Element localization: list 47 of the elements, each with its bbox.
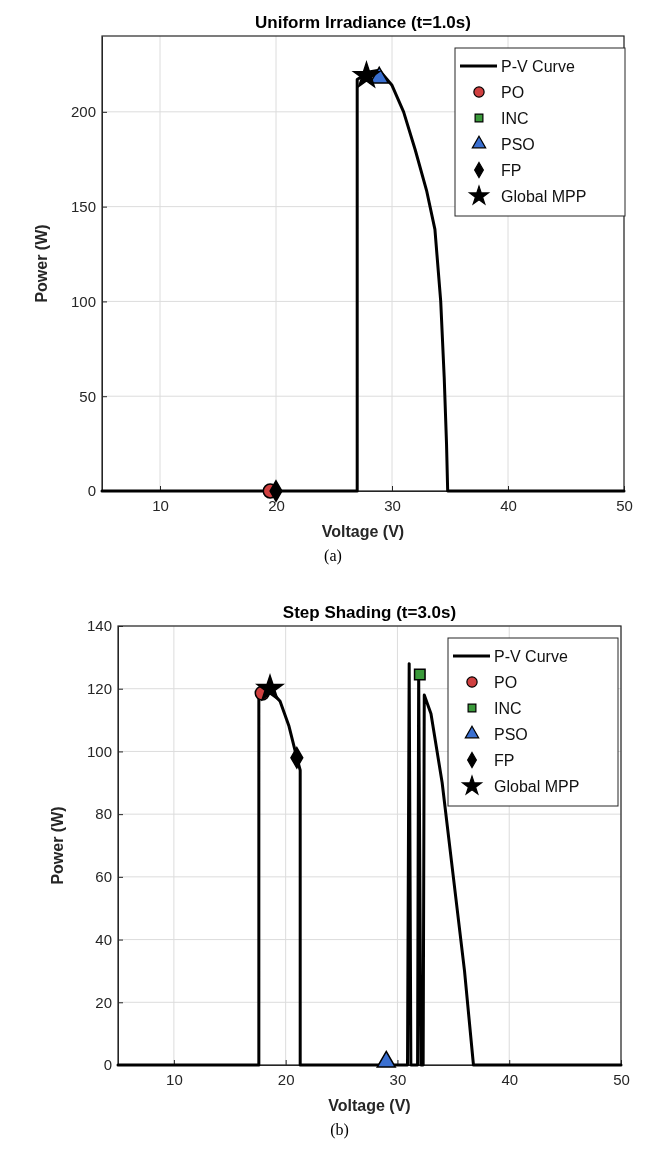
point	[376, 1050, 397, 1068]
legend-label: PO	[501, 84, 525, 101]
legend-label: PSO	[494, 726, 528, 743]
legend-label: Global MPP	[501, 188, 587, 205]
y-tick-label: 200	[70, 103, 96, 121]
point	[256, 674, 284, 701]
x-tick-label: 20	[268, 496, 285, 514]
y-tick-label: 100	[86, 742, 112, 760]
legend-label: PSO	[501, 136, 535, 153]
y-tick-label: 0	[87, 482, 96, 500]
y-tick-label: 40	[95, 930, 112, 948]
legend-label: INC	[501, 110, 529, 127]
legend-label: P-V Curve	[494, 648, 568, 665]
y-tick-label: 150	[70, 197, 96, 215]
x-tick-label: 50	[613, 1070, 630, 1088]
point	[413, 668, 426, 681]
x-tick-label: 40	[501, 1070, 519, 1088]
x-axis-title: Voltage (V)	[328, 1097, 411, 1114]
legend-label: PO	[494, 674, 518, 691]
chart-title: Uniform Irradiance (t=1.0s)	[255, 13, 471, 32]
chart-title: Step Shading (t=3.0s)	[282, 603, 457, 622]
legend-label: FP	[501, 162, 522, 179]
y-tick-label: 80	[95, 805, 112, 823]
text: (a)	[324, 547, 342, 565]
x-tick-label: 50	[616, 496, 633, 514]
y-tick-label: 100	[70, 292, 96, 310]
point	[353, 61, 380, 88]
y-axis-title: Power (W)	[49, 806, 66, 885]
y-tick-label: 60	[95, 868, 112, 886]
y-tick-label: 140	[86, 617, 112, 635]
legend-label: FP	[494, 752, 515, 769]
y-tick-label: 50	[79, 387, 96, 405]
legend-label: Global MPP	[494, 778, 580, 795]
y-tick-label: 120	[86, 680, 112, 698]
x-tick-label: 10	[152, 496, 169, 514]
x-tick-label: 20	[277, 1070, 295, 1088]
y-tick-label: 20	[95, 993, 112, 1011]
legend-label: P-V Curve	[501, 58, 575, 75]
y-tick-label: 0	[103, 1056, 112, 1074]
x-tick-label: 30	[384, 496, 401, 514]
text: (b)	[330, 1121, 349, 1139]
y-axis-title: Power (W)	[33, 224, 50, 303]
x-axis-title: Voltage (V)	[321, 523, 405, 540]
x-tick-label: 40	[500, 496, 517, 514]
legend-label: INC	[494, 700, 522, 717]
x-tick-label: 30	[389, 1070, 407, 1088]
x-tick-label: 10	[166, 1070, 183, 1088]
